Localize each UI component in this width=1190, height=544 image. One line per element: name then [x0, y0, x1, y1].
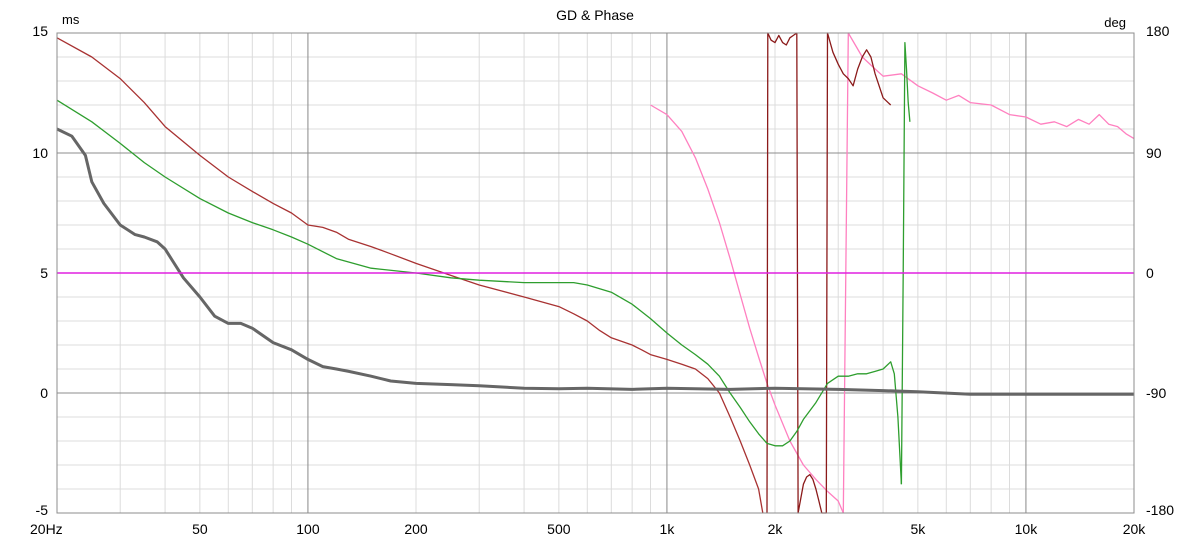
y-left-tick-label: -5 [36, 502, 49, 518]
x-tick-label: 200 [404, 521, 428, 537]
x-tick-label: 5k [910, 521, 926, 537]
x-tick-label: 50 [192, 521, 208, 537]
chart-title: GD & Phase [556, 7, 634, 23]
plot-series [56, 32, 1135, 514]
series-line-7 [56, 127, 1134, 396]
x-tick-label: 1k [660, 521, 676, 537]
y-right-tick-label: 90 [1146, 145, 1162, 161]
y-left-tick-label: 5 [40, 265, 48, 281]
y-left-tick-label: 15 [32, 23, 48, 39]
series-line-2 [842, 32, 1135, 514]
x-tick-label: 10k [1015, 521, 1039, 537]
plot-frame [56, 32, 1135, 514]
y-right-tick-label: 180 [1146, 23, 1170, 39]
series-line-3 [56, 37, 764, 514]
y-right-tick-label: 0 [1146, 265, 1154, 281]
left-axis-unit: ms [62, 12, 80, 27]
y-axis-left-ticks: 15 10 5 0 -5 [32, 23, 48, 518]
x-tick-label: 500 [547, 521, 571, 537]
series-line-4 [766, 32, 892, 514]
y-left-tick-label: 0 [40, 385, 48, 401]
series-line-5 [56, 99, 903, 485]
y-right-tick-label: -90 [1146, 385, 1166, 401]
x-tick-label: 20k [1123, 521, 1147, 537]
x-tick-label: 100 [296, 521, 320, 537]
series-line-6 [900, 41, 911, 485]
x-tick-label: 20Hz [30, 521, 63, 537]
x-tick-label: 2k [768, 521, 784, 537]
x-axis-ticks: 20Hz 50 100 200 500 1k 2k 5k 10k 20k [30, 521, 1146, 537]
series-line-1 [650, 104, 844, 514]
y-axis-right-ticks: 180 90 0 -90 -180 [1146, 23, 1174, 518]
right-axis-unit: deg [1104, 15, 1126, 30]
y-right-tick-label: -180 [1146, 502, 1174, 518]
y-left-tick-label: 10 [32, 145, 48, 161]
